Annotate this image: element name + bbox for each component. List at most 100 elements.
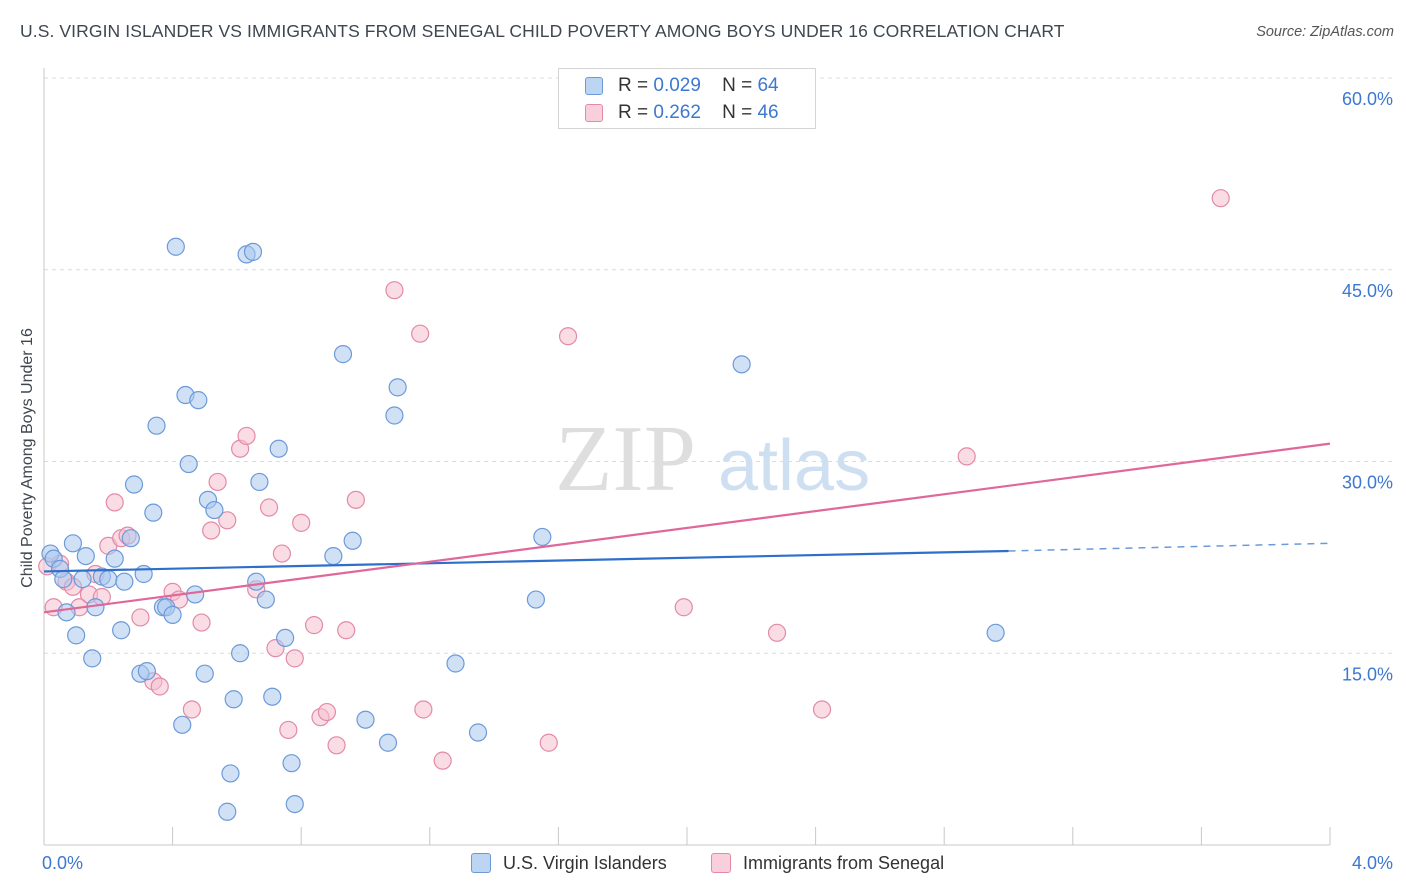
- legend-label: Immigrants from Senegal: [743, 853, 945, 873]
- data-point: [195, 664, 214, 683]
- data-point: [137, 662, 156, 681]
- data-point: [263, 687, 282, 706]
- data-point: [282, 754, 301, 773]
- data-point: [378, 733, 398, 752]
- data-point: [131, 608, 150, 627]
- y-tick-label: 60.0%: [1342, 89, 1393, 109]
- data-point: [346, 490, 365, 509]
- x-tick-label-max: 4.0%: [1352, 853, 1393, 873]
- data-point: [237, 426, 256, 446]
- data-point: [250, 472, 269, 492]
- data-point: [186, 585, 205, 604]
- data-point: [192, 613, 211, 632]
- series-virgin-islanders-points: [41, 237, 1005, 821]
- data-point: [150, 677, 169, 696]
- n-value: 64: [757, 75, 779, 96]
- data-point: [433, 751, 452, 770]
- data-point: [292, 513, 311, 532]
- n-value: 46: [757, 102, 779, 123]
- data-point: [324, 546, 343, 566]
- data-point: [385, 281, 404, 300]
- y-tick-label: 15.0%: [1342, 664, 1393, 684]
- data-point: [468, 723, 488, 742]
- r-value: 0.262: [653, 102, 701, 123]
- tick-labels: 15.0% 30.0% 45.0% 60.0% 0.0% 4.0%: [42, 89, 1393, 873]
- n-label: N =: [722, 102, 753, 123]
- data-point: [539, 733, 558, 752]
- source-credit: Source: ZipAtlas.com: [1256, 24, 1394, 40]
- data-point: [356, 710, 375, 729]
- data-point: [259, 498, 279, 517]
- data-point: [163, 605, 182, 625]
- watermark: ZIP atlas: [555, 407, 870, 511]
- data-point: [304, 616, 324, 635]
- data-point: [333, 345, 353, 364]
- data-point: [767, 623, 787, 642]
- watermark-atlas: atlas: [718, 426, 870, 506]
- data-point: [533, 527, 552, 547]
- data-point: [205, 500, 224, 520]
- data-point: [276, 628, 295, 648]
- trend-line-virgin-islanders: [43, 549, 1009, 573]
- data-point: [173, 715, 192, 734]
- data-point: [57, 603, 76, 622]
- axes: [43, 68, 1331, 846]
- data-point: [189, 391, 208, 410]
- data-point: [558, 327, 578, 346]
- data-point: [124, 475, 144, 494]
- data-point: [144, 503, 163, 522]
- data-point: [134, 564, 153, 584]
- n-label: N =: [722, 75, 753, 96]
- data-point: [285, 649, 304, 668]
- data-point: [202, 521, 221, 540]
- chart-title: U.S. VIRGIN ISLANDER VS IMMIGRANTS FROM …: [20, 21, 1065, 41]
- data-point: [67, 626, 86, 645]
- data-point: [343, 531, 362, 550]
- y-tick-label: 30.0%: [1342, 473, 1393, 493]
- data-point: [182, 700, 201, 719]
- data-point: [63, 534, 83, 553]
- data-point: [231, 644, 250, 663]
- data-point: [247, 572, 266, 591]
- data-point: [272, 544, 292, 563]
- data-point: [1211, 189, 1230, 208]
- data-point: [208, 472, 227, 492]
- data-point: [76, 546, 95, 566]
- data-point: [337, 621, 356, 640]
- data-point: [112, 621, 131, 640]
- pink-swatch: [711, 853, 731, 873]
- data-point: [115, 572, 134, 591]
- r-label: R =: [618, 102, 649, 123]
- data-point: [269, 439, 288, 458]
- data-point: [411, 324, 430, 343]
- data-point: [986, 623, 1005, 642]
- trend-lines: [43, 442, 1331, 614]
- pink-swatch: [585, 104, 603, 122]
- data-point: [221, 764, 240, 783]
- data-point: [446, 654, 465, 673]
- data-point: [812, 700, 832, 719]
- r-value: 0.029: [653, 75, 701, 96]
- x-tick-label-min: 0.0%: [42, 853, 83, 873]
- data-point: [285, 794, 304, 814]
- series-senegal-points: [38, 189, 1230, 770]
- data-point: [279, 720, 298, 740]
- data-point: [526, 590, 545, 609]
- data-point: [99, 570, 118, 589]
- data-point: [179, 454, 198, 474]
- data-point: [414, 700, 433, 719]
- data-point: [317, 702, 337, 722]
- data-point: [105, 549, 124, 568]
- data-point: [105, 493, 124, 512]
- stats-legend: R = 0.029 N = 64 R = 0.262 N = 46: [558, 68, 816, 129]
- data-point: [674, 598, 693, 617]
- data-point: [73, 570, 92, 589]
- data-point: [243, 242, 263, 261]
- data-point: [224, 690, 243, 709]
- data-point: [388, 378, 407, 397]
- data-point: [385, 406, 404, 425]
- y-tick-label: 45.0%: [1342, 281, 1393, 301]
- data-point: [147, 416, 166, 435]
- data-point: [732, 355, 751, 374]
